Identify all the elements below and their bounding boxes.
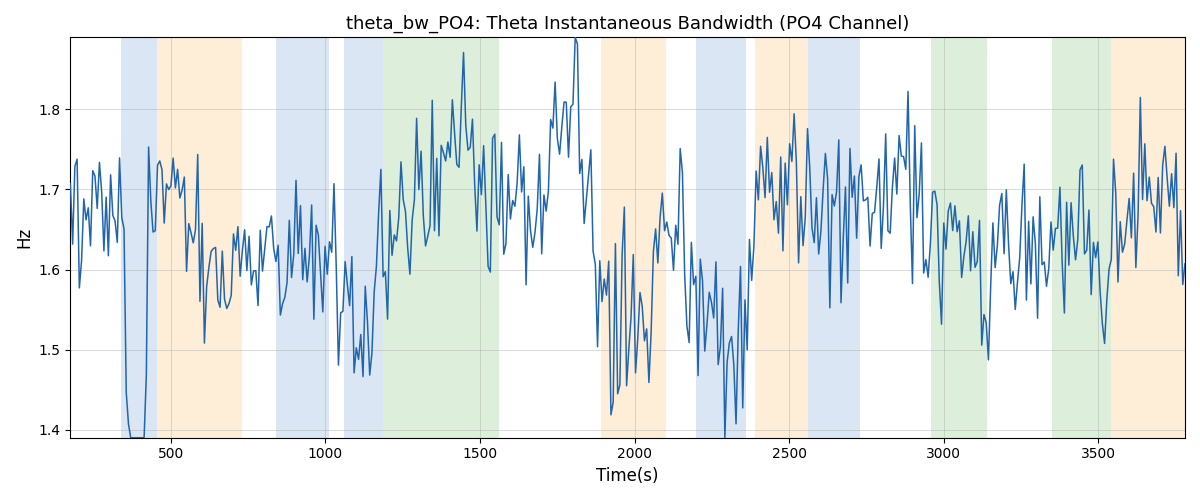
Title: theta_bw_PO4: Theta Instantaneous Bandwidth (PO4 Channel): theta_bw_PO4: Theta Instantaneous Bandwi… bbox=[346, 15, 910, 34]
Bar bbox=[1111, 38, 1186, 438]
Bar bbox=[383, 38, 499, 438]
Bar bbox=[601, 38, 666, 438]
Bar bbox=[276, 38, 329, 438]
Bar bbox=[1052, 38, 1111, 438]
Bar bbox=[755, 38, 808, 438]
X-axis label: Time(s): Time(s) bbox=[596, 467, 659, 485]
Bar bbox=[344, 38, 383, 438]
Bar bbox=[808, 38, 860, 438]
Bar bbox=[931, 38, 988, 438]
Bar bbox=[121, 38, 157, 438]
Y-axis label: Hz: Hz bbox=[14, 227, 32, 248]
Bar bbox=[696, 38, 746, 438]
Bar bbox=[157, 38, 242, 438]
